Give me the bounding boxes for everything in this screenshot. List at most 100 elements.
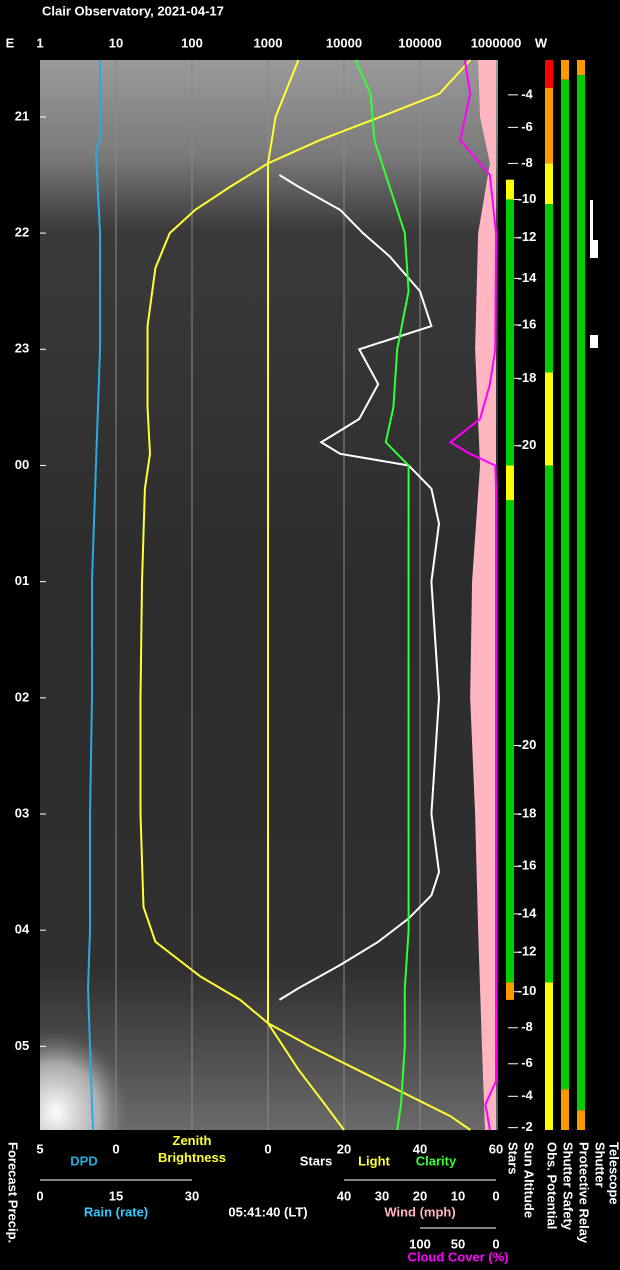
top-tick-label: 100000 [398, 35, 441, 50]
column-label: Stars [506, 1142, 521, 1175]
sun-tick-label: -20 [518, 437, 537, 452]
status-segment [506, 465, 514, 501]
zenith-label: Zenith Brightness [158, 1133, 226, 1165]
column-label: Telescope [607, 1142, 620, 1205]
top-tick-label: 100 [181, 35, 203, 50]
sun-tick-label: -12 [518, 229, 537, 244]
telescope-mark [590, 200, 593, 240]
status-segment [506, 179, 514, 200]
series-line [448, 59, 498, 1131]
column-label: Shutter Safety [561, 1142, 576, 1231]
cloud-tick-label: 100 [409, 1236, 431, 1251]
status-segment [545, 87, 553, 164]
top-tick-label: 10 [109, 35, 123, 50]
status-segment [506, 500, 514, 983]
column-label: Protective Relay [577, 1142, 592, 1244]
cloud-label: Cloud Cover (%) [407, 1249, 508, 1264]
status-segment [561, 79, 569, 1090]
top-tick-label: 10000 [326, 35, 362, 50]
status-segment [545, 204, 553, 373]
y-tick-label: 23 [15, 341, 29, 356]
light-label: Light [358, 1153, 390, 1168]
sun-tick-label: -20 [518, 737, 537, 752]
zenith-label-box: Zenith Brightness [158, 1133, 226, 1165]
status-segment [545, 465, 553, 983]
percent-tick-label: 60 [489, 1141, 503, 1156]
status-segment [545, 60, 553, 88]
sky-glow [40, 950, 200, 1130]
y-tick-label: 21 [15, 108, 29, 123]
status-segment [506, 982, 514, 1000]
sun-tick-label: -16 [518, 858, 537, 873]
y-tick-label: 01 [15, 573, 29, 588]
percent-tick-label: 0 [264, 1141, 271, 1156]
sun-tick-label: -12 [518, 944, 537, 959]
direction-west: W [535, 35, 548, 50]
status-segment [561, 1089, 569, 1130]
sun-tick-label: -14 [518, 905, 538, 920]
telescope-mark [590, 240, 598, 258]
status-segment [545, 372, 553, 466]
dpd-tick-label: 5 [36, 1141, 43, 1156]
percent-tick-label: 40 [413, 1141, 427, 1156]
sun-tick-label: -6 [521, 1055, 533, 1070]
direction-east: E [6, 35, 15, 50]
sun-tick-label: -2 [521, 1119, 533, 1134]
wind-tick-label: 10 [451, 1188, 465, 1203]
status-segment [506, 199, 514, 466]
forecast-label: Forecast Precip. [6, 1142, 21, 1243]
y-tick-label: 04 [15, 922, 30, 937]
rain-tick-label: 0 [36, 1188, 43, 1203]
column-label: Obs. Potential [545, 1142, 560, 1229]
rain-tick-label: 15 [109, 1188, 123, 1203]
wind-tick-label: 0 [492, 1188, 499, 1203]
dpd-label: DPD [70, 1153, 97, 1168]
cloud-tick-label: 0 [492, 1236, 499, 1251]
sun-tick-label: -6 [521, 119, 533, 134]
wind-label: Wind (mph) [384, 1204, 455, 1219]
wind-area [470, 60, 496, 1130]
sun-tick-label: -14 [518, 270, 538, 285]
time-label: 05:41:40 (LT) [228, 1204, 307, 1219]
y-tick-label: 22 [15, 225, 29, 240]
sun-tick-label: -8 [521, 155, 533, 170]
sun-tick-label: -4 [521, 1088, 533, 1103]
sun-tick-label: -10 [518, 983, 537, 998]
top-tick-label: 1 [36, 35, 43, 50]
sun-tick-label: -10 [518, 191, 537, 206]
rain-label: Rain (rate) [84, 1204, 148, 1219]
y-tick-label: 03 [15, 805, 29, 820]
column-label: Shutter [593, 1142, 608, 1188]
rain-tick-label: 30 [185, 1188, 199, 1203]
top-tick-label: 1000 [254, 35, 283, 50]
sun-tick-label: -4 [521, 86, 533, 101]
wind-tick-label: 20 [413, 1188, 427, 1203]
series-line [354, 59, 410, 1131]
series-line [87, 60, 102, 1131]
status-segment [545, 982, 553, 1130]
y-tick-label: 05 [15, 1038, 29, 1053]
stars-label: Stars [300, 1153, 333, 1168]
top-tick-label: 1000000 [471, 35, 522, 50]
status-segment [577, 1110, 585, 1130]
sun-tick-label: -18 [518, 805, 537, 820]
sun-tick-label: -16 [518, 316, 537, 331]
status-segment [545, 163, 553, 205]
column-label: Sun Altitude [522, 1142, 537, 1218]
wind-tick-label: 30 [375, 1188, 389, 1203]
y-tick-label: 02 [15, 689, 29, 704]
percent-tick-label: 20 [337, 1141, 351, 1156]
chart-title: Clair Observatory, 2021-04-17 [42, 3, 224, 18]
sun-tick-label: -8 [521, 1019, 533, 1034]
dpd-tick-label: 0 [112, 1141, 119, 1156]
clarity-label: Clarity [416, 1153, 457, 1168]
sun-tick-label: -18 [518, 370, 537, 385]
cloud-tick-label: 50 [451, 1236, 465, 1251]
series-line [267, 59, 345, 1131]
status-segment [577, 75, 585, 1111]
telescope-mark [590, 335, 598, 348]
status-segment [561, 60, 569, 80]
status-segment [577, 60, 585, 76]
y-tick-label: 00 [15, 457, 29, 472]
